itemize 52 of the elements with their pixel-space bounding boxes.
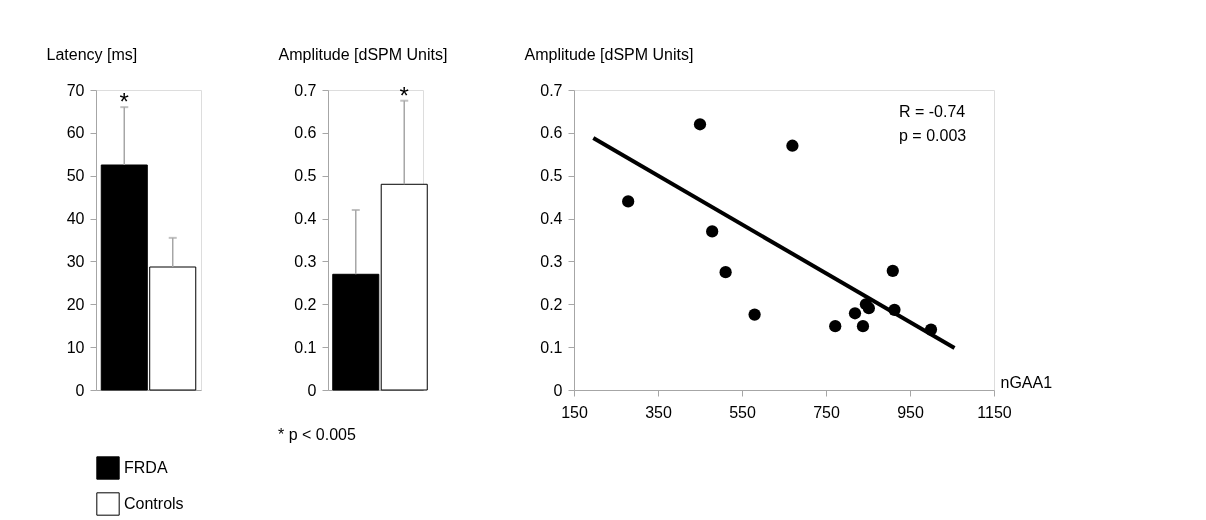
y-tick-label: 0.6 [540,124,563,142]
y-tick-label: 0.5 [294,167,317,185]
y-tick-label: 60 [66,124,85,142]
x-tick-label: 350 [645,403,672,421]
point [829,320,842,333]
legend-label: FRDA [124,459,168,476]
point [719,266,732,279]
y-tick-label: 0.7 [540,81,563,99]
y-tick-label: 0.2 [294,295,317,313]
annotation: R = -0.74 [899,103,966,120]
annotation: p = 0.003 [899,127,967,144]
y-tick-label: 0.7 [294,81,317,99]
y-tick-label: 40 [66,210,85,228]
point [848,307,862,320]
y-tick-label: 0.3 [294,252,317,270]
text: * p < 0.005 [278,426,356,443]
y-tick-label: 0 [75,381,85,399]
x-tick-label: 950 [897,403,924,421]
y-tick-label: 10 [66,338,85,356]
point [856,320,870,333]
point [706,225,719,238]
point [622,195,635,208]
y-tick-label: 0.2 [540,295,563,313]
y-tick-label: 30 [66,252,85,270]
y-tick-label: 0 [553,381,563,399]
y-tick-label: 0.6 [294,124,317,142]
y-tick-label: 0.3 [540,252,563,270]
x-tick-label: 550 [729,403,756,421]
legend-label: Controls [124,495,184,512]
x-axis-title: nGAA1 [1000,373,1053,391]
x-tick-label: 1150 [977,403,1012,421]
point [886,264,899,277]
point [862,302,875,315]
y-tick-label: 70 [66,81,85,99]
y-axis-title: Amplitude [dSPM Units] [524,45,694,63]
x-tick-label: 750 [813,403,840,421]
annotation: * [399,81,409,109]
point [786,139,799,152]
y-tick-label: 0.5 [540,167,563,185]
y-axis-title: Latency [ms] [46,45,138,63]
y-tick-label: 0.4 [294,210,317,228]
point [693,118,707,131]
y-tick-label: 0.4 [540,210,563,228]
x-tick-label: 150 [561,403,588,421]
y-tick-label: 0.1 [540,338,563,356]
y-tick-label: 0.1 [294,338,317,356]
point [748,308,761,321]
y-axis-title: Amplitude [dSPM Units] [278,45,448,63]
y-tick-label: 0 [307,381,317,399]
annotation: * [119,88,129,116]
y-tick-label: 20 [66,295,85,313]
y-tick-label: 50 [66,167,85,185]
